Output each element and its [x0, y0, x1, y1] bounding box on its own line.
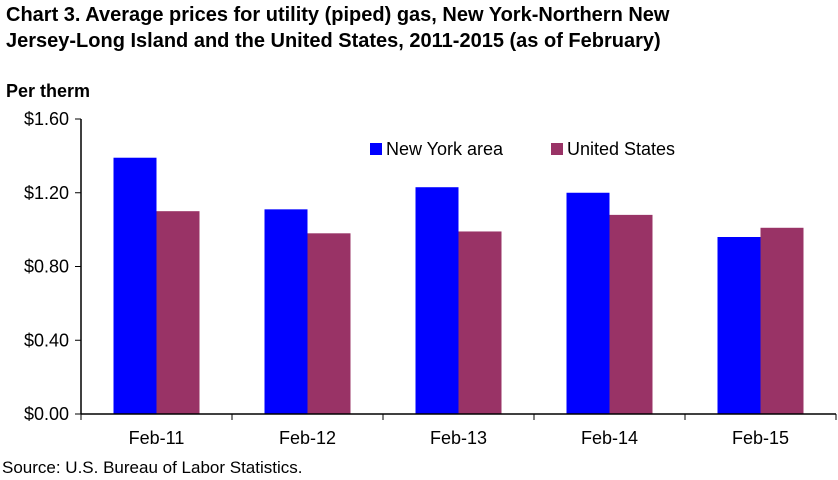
source-note: Source: U.S. Bureau of Labor Statistics. — [2, 458, 303, 477]
x-tick-label: Feb-11 — [129, 428, 185, 448]
bar-new-york-area-feb-13 — [415, 187, 459, 414]
x-axis-ticks: Feb-11 Feb-12 Feb-13 Feb-14 Feb-15 — [80, 414, 837, 448]
chart-title-line-2: Jersey-Long Island and the United States… — [6, 30, 661, 52]
bar-new-york-area-feb-14 — [566, 192, 610, 414]
bar-series — [113, 157, 804, 414]
bar-new-york-area-feb-12 — [264, 209, 308, 414]
bar-united-states-feb-13 — [458, 231, 502, 414]
legend-swatch — [551, 143, 563, 155]
bar-new-york-area-feb-15 — [717, 237, 761, 414]
legend-label: United States — [567, 139, 675, 159]
bar-united-states-feb-12 — [307, 233, 351, 414]
bar-united-states-feb-11 — [156, 211, 200, 414]
bar-new-york-area-feb-11 — [113, 157, 157, 414]
bar-united-states-feb-15 — [760, 227, 804, 414]
chart-legend: New York area United States — [370, 139, 675, 159]
x-tick-label: Feb-12 — [279, 428, 336, 448]
y-tick-label: $0.00 — [24, 404, 69, 424]
bar-united-states-feb-14 — [609, 214, 653, 414]
y-tick-label: $0.80 — [24, 257, 69, 277]
y-tick-label: $1.60 — [24, 109, 69, 129]
legend-label: New York area — [386, 139, 504, 159]
x-tick-label: Feb-14 — [581, 428, 638, 448]
bar-chart: Per therm $0.00 $0.40 $0.80 $1.20 $1.60 Feb-… — [6, 81, 837, 448]
x-tick-label: Feb-15 — [732, 428, 789, 448]
legend-swatch — [370, 143, 382, 155]
chart-axes — [80, 119, 836, 415]
x-tick-label: Feb-13 — [430, 428, 487, 448]
y-axis-label: Per therm — [6, 81, 90, 101]
y-tick-label: $1.20 — [24, 183, 69, 203]
chart-title-line-1: Chart 3. Average prices for utility (pip… — [6, 4, 670, 26]
y-tick-label: $0.40 — [24, 330, 69, 350]
chart-title: Chart 3. Average prices for utility (pip… — [6, 2, 832, 54]
y-axis-ticks: $0.00 $0.40 $0.80 $1.20 $1.60 — [24, 109, 81, 424]
